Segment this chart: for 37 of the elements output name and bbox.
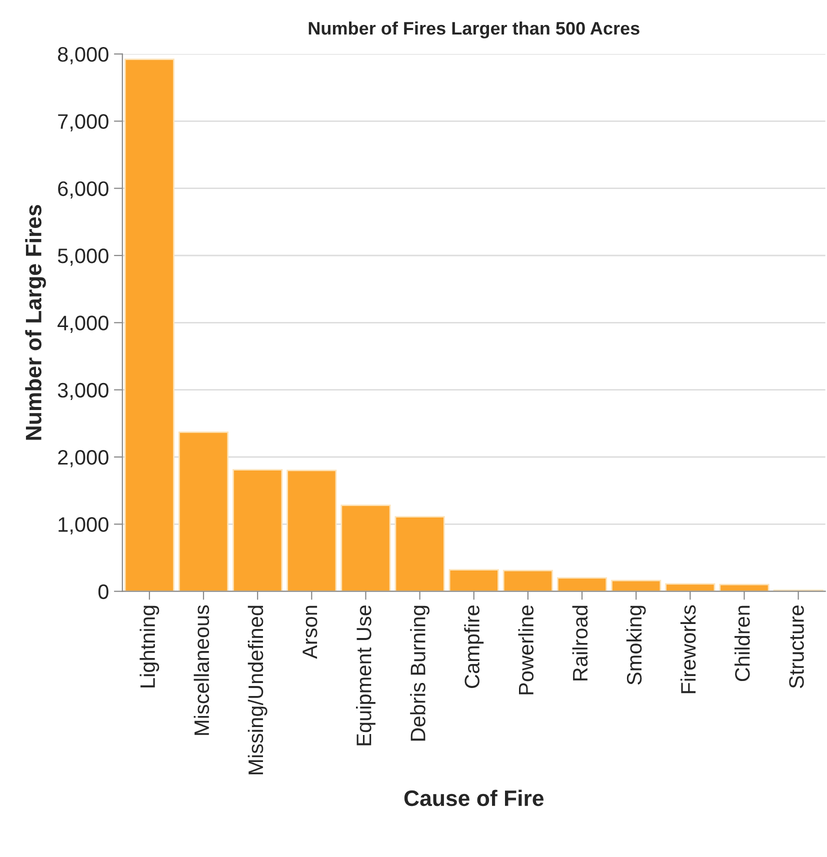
x-tick-label: Structure <box>789 605 804 688</box>
x-tick-label: Campfire <box>464 605 484 688</box>
x-tick-label: Railroad <box>572 606 588 680</box>
y-tick-label: 1,000 <box>58 517 108 534</box>
x-axis-title: Cause of Fire <box>404 790 544 806</box>
bar <box>448 569 499 592</box>
x-tick-label: Smoking <box>626 606 646 685</box>
y-tick-label: 4,000 <box>58 316 108 333</box>
y-tick-label: 6,000 <box>58 181 108 199</box>
y-tick-label: 5,000 <box>58 248 108 266</box>
y-tick-label: 8,000 <box>58 46 108 64</box>
y-tick-label: 0 <box>98 584 108 600</box>
x-tick-label: Powerline <box>518 605 534 694</box>
x-tick-label: Miscellaneous <box>194 605 210 735</box>
x-tick-label: Equipment Use <box>356 605 376 746</box>
x-tick-label: Fireworks <box>680 605 696 694</box>
bar <box>340 504 391 592</box>
chart-title: Number of Fires Larger than 500 Acres <box>308 21 640 38</box>
y-tick-label: 7,000 <box>58 114 108 132</box>
bar <box>178 431 229 592</box>
y-tick-label: 2,000 <box>58 450 108 468</box>
bar <box>394 516 445 592</box>
x-tick-label: Missing/Undefined <box>248 606 268 774</box>
x-tick-label: Lightning <box>140 606 160 688</box>
x-tick-label: Children <box>734 606 750 682</box>
y-tick-label: 3,000 <box>58 382 108 400</box>
bar <box>665 583 716 592</box>
bar <box>556 577 608 592</box>
bar <box>502 570 553 592</box>
bar <box>611 580 662 592</box>
x-tick-label: Arson <box>302 606 318 659</box>
bar <box>232 469 283 592</box>
bar <box>719 584 770 592</box>
y-axis-title: Number of Large Fires <box>25 205 46 440</box>
bar <box>124 58 174 592</box>
x-tick-label: Debris Burning <box>410 606 430 741</box>
bar <box>286 470 337 592</box>
